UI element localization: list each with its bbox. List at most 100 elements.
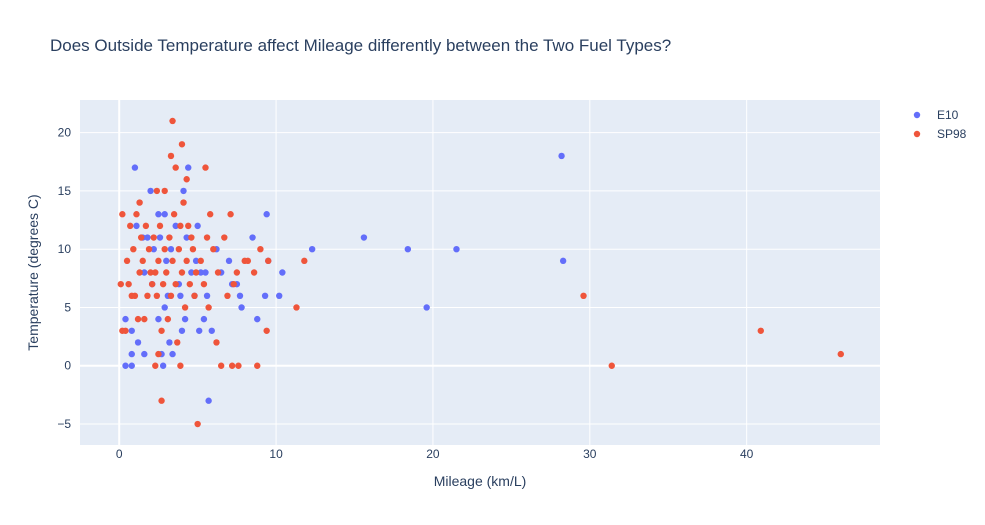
data-point[interactable] xyxy=(139,257,146,265)
data-point[interactable] xyxy=(235,362,242,369)
data-point[interactable] xyxy=(169,117,176,125)
data-point[interactable] xyxy=(137,234,145,241)
data-point[interactable] xyxy=(128,327,135,334)
data-point[interactable] xyxy=(159,280,167,288)
data-point[interactable] xyxy=(580,292,587,300)
data-point[interactable] xyxy=(142,222,150,230)
data-point[interactable] xyxy=(159,362,167,369)
data-point[interactable] xyxy=(152,362,159,369)
legend[interactable]: E10 SP98 xyxy=(913,108,967,141)
data-point[interactable] xyxy=(144,292,151,300)
data-point[interactable] xyxy=(147,269,154,276)
data-point[interactable] xyxy=(161,211,168,218)
data-point[interactable] xyxy=(265,257,272,265)
data-point[interactable] xyxy=(206,211,214,218)
data-point[interactable] xyxy=(155,257,162,265)
data-point[interactable] xyxy=(249,234,256,241)
data-point[interactable] xyxy=(119,211,126,218)
data-point[interactable] xyxy=(153,187,161,195)
data-point[interactable] xyxy=(301,257,308,265)
data-point[interactable] xyxy=(205,304,212,311)
data-point[interactable] xyxy=(163,257,170,265)
data-point[interactable] xyxy=(837,350,844,358)
data-point[interactable] xyxy=(152,269,159,276)
data-point[interactable] xyxy=(188,234,195,241)
data-point[interactable] xyxy=(181,315,189,323)
data-point[interactable] xyxy=(217,362,225,369)
data-point[interactable] xyxy=(141,269,148,276)
data-point[interactable] xyxy=(423,304,430,311)
data-point[interactable] xyxy=(225,257,233,265)
data-point[interactable] xyxy=(558,152,565,160)
data-point[interactable] xyxy=(178,141,186,148)
data-point[interactable] xyxy=(125,280,132,288)
data-point[interactable] xyxy=(183,176,190,183)
data-point[interactable] xyxy=(169,257,176,265)
data-point[interactable] xyxy=(175,245,183,253)
data-point[interactable] xyxy=(122,315,129,323)
data-point[interactable] xyxy=(147,187,154,195)
data-point[interactable] xyxy=(221,234,228,241)
data-point[interactable] xyxy=(128,350,135,358)
data-point[interactable] xyxy=(203,234,211,241)
data-point[interactable] xyxy=(181,304,189,311)
data-point[interactable] xyxy=(144,234,151,241)
data-point[interactable] xyxy=(185,222,192,230)
data-point[interactable] xyxy=(197,257,204,265)
data-point[interactable] xyxy=(559,257,567,265)
data-point[interactable] xyxy=(208,327,215,334)
data-point[interactable] xyxy=(150,234,157,241)
series-sp98[interactable] xyxy=(117,117,844,428)
data-point[interactable] xyxy=(233,269,241,276)
data-point[interactable] xyxy=(128,362,135,369)
data-point[interactable] xyxy=(136,199,143,206)
data-point[interactable] xyxy=(163,269,170,276)
data-points[interactable] xyxy=(117,117,844,428)
data-point[interactable] xyxy=(126,222,134,230)
data-point[interactable] xyxy=(148,280,156,288)
data-point[interactable] xyxy=(167,245,175,253)
data-point[interactable] xyxy=(155,315,162,323)
data-point[interactable] xyxy=(404,245,412,253)
data-point[interactable] xyxy=(257,245,264,253)
data-point[interactable] xyxy=(293,304,300,311)
data-point[interactable] xyxy=(210,245,217,253)
data-point[interactable] xyxy=(183,257,190,265)
data-point[interactable] xyxy=(130,245,137,253)
data-point[interactable] xyxy=(189,245,197,253)
data-point[interactable] xyxy=(279,269,286,276)
data-point[interactable] xyxy=(214,269,222,276)
data-point[interactable] xyxy=(164,315,172,323)
data-point[interactable] xyxy=(254,315,261,323)
data-point[interactable] xyxy=(145,245,153,253)
data-point[interactable] xyxy=(191,292,198,300)
data-point[interactable] xyxy=(263,327,270,334)
data-point[interactable] xyxy=(244,257,252,265)
data-point[interactable] xyxy=(156,222,164,230)
data-point[interactable] xyxy=(156,234,164,241)
data-point[interactable] xyxy=(276,292,283,300)
data-point[interactable] xyxy=(757,327,764,334)
data-point[interactable] xyxy=(170,211,178,218)
data-point[interactable] xyxy=(196,327,203,334)
data-point[interactable] xyxy=(230,280,237,288)
data-point[interactable] xyxy=(183,234,190,241)
data-point[interactable] xyxy=(194,222,201,230)
data-point[interactable] xyxy=(172,164,179,171)
data-point[interactable] xyxy=(192,269,200,276)
data-point[interactable] xyxy=(134,339,142,346)
data-point[interactable] xyxy=(197,269,204,276)
data-point[interactable] xyxy=(192,257,200,265)
data-point[interactable] xyxy=(172,222,179,230)
data-point[interactable] xyxy=(161,187,168,195)
data-point[interactable] xyxy=(213,339,220,346)
data-point[interactable] xyxy=(308,245,316,253)
data-point[interactable] xyxy=(161,304,168,311)
data-point[interactable] xyxy=(166,234,173,241)
data-point[interactable] xyxy=(186,280,194,288)
data-point[interactable] xyxy=(360,234,368,241)
data-point[interactable] xyxy=(158,397,165,404)
data-point[interactable] xyxy=(202,164,209,171)
data-point[interactable] xyxy=(133,222,140,230)
data-point[interactable] xyxy=(158,327,165,334)
